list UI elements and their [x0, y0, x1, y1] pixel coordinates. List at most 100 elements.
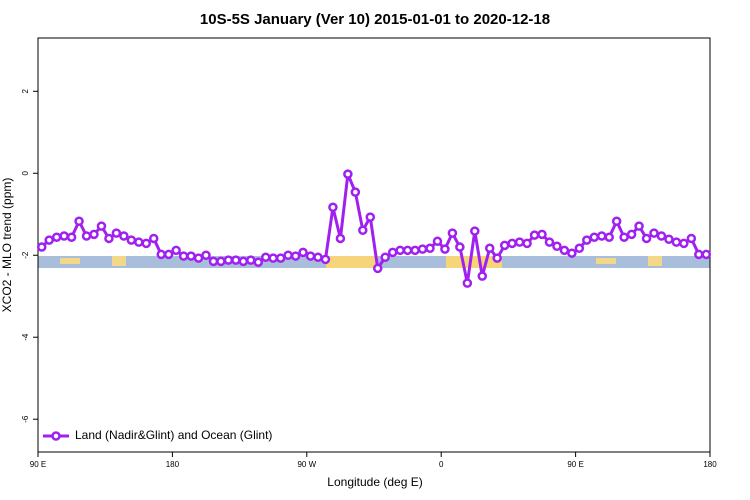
data-point — [477, 271, 488, 281]
data-point — [626, 229, 637, 240]
data-point — [611, 216, 622, 226]
legend-marker — [51, 431, 61, 441]
y-tick-label: 2 — [21, 89, 30, 94]
x-axis-label: Longitude (deg E) — [327, 475, 422, 489]
data-point — [163, 249, 174, 260]
data-point — [372, 263, 383, 274]
data-point — [484, 243, 495, 254]
data-point — [679, 238, 689, 249]
data-point — [193, 253, 204, 263]
data-point — [537, 229, 547, 240]
data-point — [522, 238, 532, 249]
data-point — [119, 231, 129, 241]
data-point — [260, 252, 271, 263]
data-point — [305, 251, 316, 261]
land-patch — [326, 256, 378, 268]
data-point — [649, 228, 659, 238]
data-point — [148, 233, 159, 244]
data-point — [455, 242, 465, 252]
data-point — [574, 243, 585, 254]
data-point — [208, 256, 219, 267]
data-point — [499, 240, 510, 251]
data-point — [686, 233, 697, 244]
data-point — [156, 249, 166, 260]
data-point — [656, 231, 667, 241]
data-point — [201, 250, 211, 260]
data-point — [462, 278, 473, 288]
data-point — [634, 221, 644, 231]
x-tick-label: 90 W — [297, 460, 316, 469]
data-point — [529, 230, 540, 240]
data-point — [671, 237, 682, 247]
legend-label: Land (Nadir&Glint) and Ocean (Glint) — [75, 428, 272, 442]
data-point — [104, 233, 114, 244]
data-point — [596, 231, 607, 241]
data-point — [141, 238, 152, 249]
data-point — [66, 232, 77, 242]
data-point — [36, 242, 47, 252]
land-patch — [596, 258, 616, 264]
x-tick-label: 180 — [166, 460, 180, 469]
data-point — [246, 255, 256, 265]
land-patch — [648, 256, 662, 266]
x-tick-label: 180 — [703, 460, 717, 469]
chart-title: 10S-5S January (Ver 10) 2015-01-01 to 20… — [200, 11, 550, 28]
data-point — [59, 231, 69, 241]
y-tick-label: 0 — [21, 170, 30, 175]
data-point — [253, 257, 264, 267]
data-point — [701, 249, 712, 260]
data-point — [96, 221, 107, 231]
data-point — [186, 251, 196, 261]
data-point — [395, 245, 405, 256]
data-point — [507, 238, 517, 249]
y-tick-label: -6 — [21, 415, 30, 423]
data-point — [171, 245, 181, 256]
data-point — [216, 256, 226, 267]
data-point — [178, 251, 189, 261]
data-point — [111, 228, 122, 238]
data-point — [544, 237, 555, 247]
data-point — [425, 243, 435, 254]
data-point — [298, 247, 308, 258]
data-point — [552, 241, 562, 251]
y-tick-label: -2 — [21, 251, 30, 259]
data-point — [290, 251, 301, 261]
data-point — [402, 245, 413, 256]
data-point — [238, 256, 249, 267]
data-point — [410, 245, 420, 256]
data-point — [275, 253, 286, 263]
y-axis-label: XCO2 - MLO trend (ppm) — [0, 178, 14, 313]
data-point — [283, 250, 293, 260]
data-point — [126, 235, 137, 245]
data-point — [664, 234, 674, 245]
data-point — [582, 235, 592, 245]
y-tick-label: -4 — [21, 333, 30, 341]
data-point — [641, 233, 652, 244]
data-point — [231, 255, 241, 265]
data-point — [44, 235, 54, 245]
data-point — [559, 245, 570, 256]
data-point — [417, 244, 428, 254]
data-point — [694, 249, 704, 260]
data-point — [440, 244, 450, 254]
data-point — [432, 236, 443, 247]
land-patch — [60, 258, 80, 264]
data-point — [223, 255, 234, 265]
data-point — [567, 248, 577, 258]
data-point — [328, 202, 338, 213]
data-point — [81, 231, 92, 241]
x-tick-label: 90 E — [30, 460, 46, 469]
data-point — [350, 187, 361, 197]
data-point — [134, 237, 144, 247]
data-point — [619, 232, 629, 242]
data-point — [380, 252, 390, 263]
data-point — [470, 226, 480, 236]
data-point — [365, 212, 376, 222]
data-point — [268, 253, 278, 263]
data-point — [492, 253, 502, 263]
data-point — [343, 169, 353, 179]
data-point — [387, 247, 398, 258]
data-point — [335, 233, 346, 244]
data-point — [51, 232, 62, 242]
